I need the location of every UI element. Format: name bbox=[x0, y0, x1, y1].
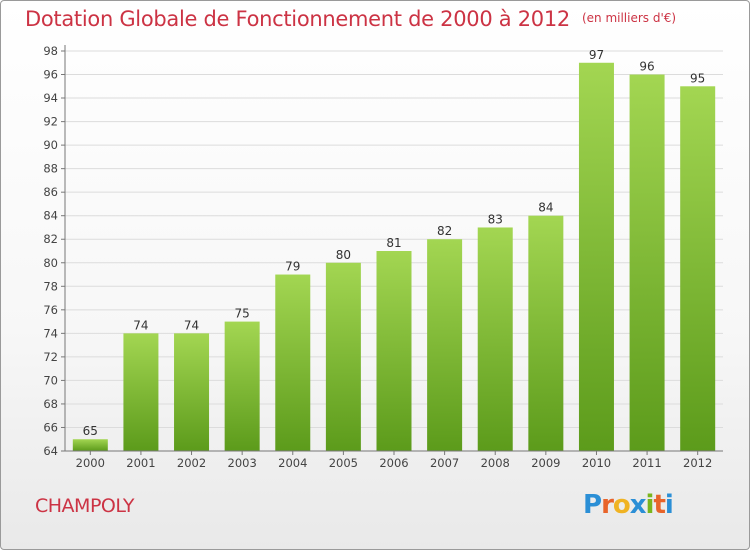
bar bbox=[123, 333, 159, 451]
x-tick-label: 2008 bbox=[481, 456, 510, 470]
bar bbox=[680, 86, 716, 451]
bar bbox=[224, 321, 260, 451]
y-tick-label: 96 bbox=[43, 68, 58, 82]
bar-value-label: 65 bbox=[83, 424, 98, 438]
x-tick-label: 2006 bbox=[379, 456, 408, 470]
bar-value-label: 84 bbox=[538, 201, 553, 215]
x-axis-tick-labels: 2000 2001 2002 2003 2004 2005 2006 2007 2008 2009… bbox=[76, 451, 712, 470]
y-tick-label: 88 bbox=[43, 162, 58, 176]
y-tick-label: 84 bbox=[43, 209, 58, 223]
bar-value-label: 80 bbox=[336, 248, 351, 262]
bar bbox=[275, 274, 311, 451]
y-tick-label: 76 bbox=[43, 303, 58, 317]
bars: 65 74 74 75 79 80 81 82 83 84 97 96 95 bbox=[72, 48, 716, 451]
chart-unit: (en milliers d'€) bbox=[581, 11, 677, 25]
x-tick-label: 2005 bbox=[329, 456, 358, 470]
x-tick-label: 2010 bbox=[582, 456, 611, 470]
bar bbox=[528, 215, 564, 451]
bar bbox=[376, 251, 412, 451]
logo-letter: o bbox=[612, 490, 631, 520]
logo-letter: r bbox=[601, 490, 614, 520]
logo-letter: P bbox=[583, 490, 602, 520]
y-tick-label: 90 bbox=[43, 138, 58, 152]
commune-name: CHAMPOLY bbox=[35, 495, 135, 517]
logo-letter: t bbox=[653, 490, 665, 520]
bar bbox=[578, 62, 614, 451]
y-tick-label: 66 bbox=[43, 420, 58, 434]
y-tick-label: 92 bbox=[43, 115, 58, 129]
y-tick-label: 98 bbox=[43, 44, 58, 58]
bar bbox=[325, 262, 361, 451]
bar-value-label: 74 bbox=[133, 318, 148, 332]
logo-letter: i bbox=[664, 490, 674, 520]
chart-title: Dotation Globale de Fonctionnement de 20… bbox=[25, 7, 677, 31]
x-tick-label: 2011 bbox=[632, 456, 661, 470]
y-tick-label: 72 bbox=[43, 350, 58, 364]
y-tick-label: 82 bbox=[43, 232, 58, 246]
bar-value-label: 82 bbox=[437, 224, 452, 238]
y-tick-label: 70 bbox=[43, 373, 58, 387]
bar-value-label: 79 bbox=[285, 260, 300, 274]
bar-value-label: 74 bbox=[184, 318, 199, 332]
bar-value-label: 96 bbox=[639, 60, 654, 74]
y-tick-label: 74 bbox=[43, 326, 58, 340]
y-tick-label: 68 bbox=[43, 397, 58, 411]
proxiti-logo: Proxiti bbox=[583, 490, 674, 520]
y-tick-label: 80 bbox=[43, 256, 58, 270]
bar-value-label: 95 bbox=[690, 71, 705, 85]
x-tick-label: 2000 bbox=[76, 456, 105, 470]
x-tick-label: 2004 bbox=[278, 456, 307, 470]
bar-value-label: 83 bbox=[488, 212, 503, 226]
y-axis-tick-labels: 64 66 68 70 72 74 76 78 80 82 84 86 88 90 92 94 96 98 bbox=[43, 44, 58, 458]
y-tick-label: 78 bbox=[43, 279, 58, 293]
logo-letter: i bbox=[645, 490, 655, 520]
bar-value-label: 75 bbox=[235, 307, 250, 321]
bar bbox=[427, 239, 463, 451]
bar-value-label: 81 bbox=[386, 236, 401, 250]
y-tick-label: 94 bbox=[43, 91, 58, 105]
x-tick-label: 2003 bbox=[228, 456, 257, 470]
axes bbox=[64, 45, 723, 452]
y-tick-label: 86 bbox=[43, 185, 58, 199]
x-tick-label: 2007 bbox=[430, 456, 459, 470]
x-tick-label: 2001 bbox=[126, 456, 155, 470]
bar bbox=[477, 227, 513, 451]
bar bbox=[72, 439, 108, 451]
bar-value-label: 97 bbox=[589, 48, 604, 62]
x-tick-label: 2012 bbox=[683, 456, 712, 470]
bar bbox=[629, 74, 665, 451]
x-tick-label: 2002 bbox=[177, 456, 206, 470]
x-tick-label: 2009 bbox=[531, 456, 560, 470]
bar bbox=[174, 333, 210, 451]
y-tick-label: 64 bbox=[43, 444, 58, 458]
logo-letter: x bbox=[629, 490, 647, 520]
